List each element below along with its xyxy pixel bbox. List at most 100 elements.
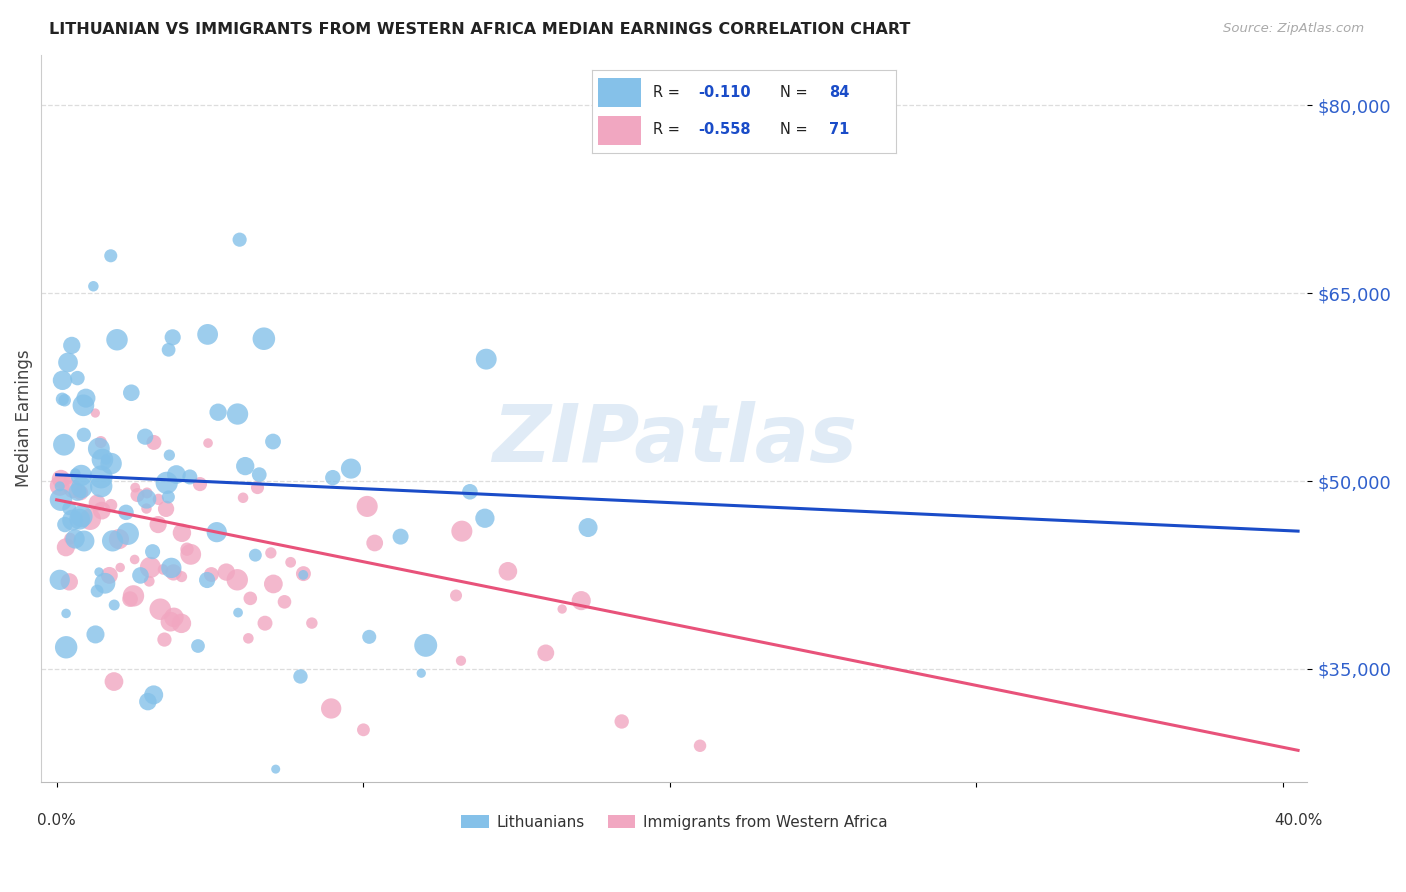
Point (292, 566, 315, 581)
Point (53, 517, 76, 532)
Point (260, 546, 283, 560)
Point (105, 333, 128, 347)
Point (153, 632, 176, 647)
Point (53, 438, 76, 452)
Point (115, 505, 138, 519)
Point (233, 459, 256, 474)
Point (179, 470, 201, 484)
Point (49, 492, 72, 507)
Point (200, 567, 222, 582)
Point (69, 486, 91, 500)
Point (108, 532, 131, 546)
Point (98, 568, 121, 582)
Point (389, 530, 412, 544)
Point (56, 473, 79, 487)
Text: ZIPatlas: ZIPatlas (492, 401, 856, 479)
Point (94, 576, 117, 591)
Legend: Lithuanians, Immigrants from Western Africa: Lithuanians, Immigrants from Western Afr… (456, 808, 893, 836)
Point (245, 548, 267, 562)
Point (146, 517, 169, 532)
Point (91, 452, 114, 467)
Point (90, 470, 112, 484)
Point (124, 481, 146, 495)
Point (215, 565, 238, 579)
Point (127, 488, 149, 502)
Point (292, 568, 315, 582)
Point (63, 532, 86, 546)
Point (136, 695, 159, 709)
Point (62, 513, 84, 527)
Point (87, 442, 110, 456)
Text: 0.0%: 0.0% (38, 813, 76, 828)
Point (87, 565, 110, 579)
Point (262, 434, 284, 449)
Point (238, 632, 260, 646)
Point (264, 762, 287, 776)
Point (48, 479, 70, 493)
Point (136, 486, 159, 500)
Point (56, 355, 79, 369)
Point (103, 674, 125, 689)
Point (444, 589, 467, 603)
Point (160, 561, 183, 575)
Point (163, 610, 186, 624)
Point (90, 503, 112, 517)
Point (138, 574, 160, 589)
Point (66, 371, 89, 385)
Text: Source: ZipAtlas.com: Source: ZipAtlas.com (1223, 22, 1364, 36)
Point (65, 467, 87, 481)
Point (197, 436, 219, 450)
Point (117, 526, 139, 541)
Point (58, 574, 80, 589)
Point (100, 249, 122, 263)
Point (475, 352, 498, 367)
Point (66, 484, 89, 499)
Point (610, 714, 633, 729)
Point (75, 391, 97, 405)
Point (49, 472, 72, 486)
Point (55, 541, 77, 555)
Point (55, 607, 77, 621)
Point (48, 573, 70, 587)
Point (162, 566, 184, 580)
Point (73, 427, 96, 442)
Point (474, 511, 496, 525)
Point (142, 544, 165, 558)
Point (70, 509, 93, 524)
Point (359, 630, 381, 644)
Point (122, 589, 145, 603)
Text: 40.0%: 40.0% (1274, 813, 1322, 828)
Point (301, 616, 323, 631)
Point (73, 534, 96, 549)
Point (170, 616, 193, 631)
Point (157, 490, 180, 504)
Point (253, 332, 276, 346)
Point (157, 448, 180, 462)
Point (253, 616, 276, 631)
Point (356, 500, 378, 514)
Point (352, 723, 374, 737)
Point (60, 338, 83, 352)
Point (187, 639, 209, 653)
Point (226, 407, 249, 421)
Point (226, 573, 249, 587)
Point (139, 560, 162, 574)
Point (180, 547, 202, 561)
Point (58, 501, 80, 516)
Point (239, 591, 262, 606)
Point (120, 385, 142, 400)
Point (59, 532, 82, 546)
Point (90, 435, 112, 450)
Point (322, 470, 344, 484)
Point (79, 512, 101, 526)
Point (134, 430, 156, 444)
Point (170, 525, 193, 540)
Point (450, 524, 472, 538)
Point (120, 592, 142, 607)
Point (101, 533, 124, 548)
Point (103, 598, 125, 612)
Point (411, 666, 433, 681)
Point (569, 593, 592, 607)
Point (262, 577, 284, 591)
Point (689, 739, 711, 753)
